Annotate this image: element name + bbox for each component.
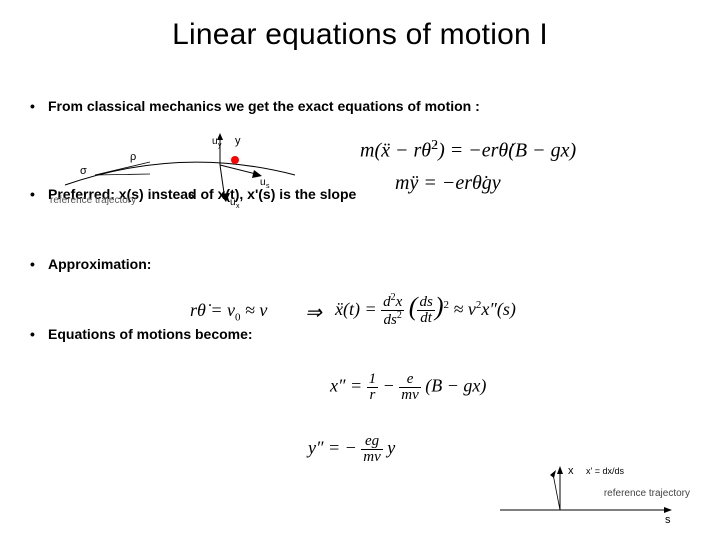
ref-diagram: x x' = dx/ds s reference trajectory — [490, 460, 690, 530]
bullet-marker: • — [30, 256, 48, 272]
bullet-3: • Approximation: — [30, 256, 690, 272]
uy-label: u — [212, 136, 218, 147]
coord-diagram-svg: y uy us ux σ ρ s — [60, 130, 310, 220]
bullet-3-text: Approximation: — [48, 256, 690, 272]
refdiag-s-label: s — [665, 514, 671, 526]
refdiag-x-label: x — [568, 465, 574, 477]
bullet-marker: • — [30, 98, 48, 114]
refdiag-deriv-label: x' = dx/ds — [586, 466, 624, 476]
y-label: y — [235, 135, 241, 147]
svg-text:s: s — [266, 183, 270, 190]
arrow-icon: ⇒ — [305, 300, 322, 325]
bullet-marker: • — [30, 186, 48, 202]
slide-title: Linear equations of motion I — [0, 0, 720, 52]
rho-label: ρ — [130, 151, 136, 163]
particle-dot — [231, 156, 239, 164]
eq-result-y: y″ = − egmv y — [308, 434, 395, 465]
bullet-4-text: Equations of motions become: — [48, 326, 690, 342]
bullet-1: • From classical mechanics we get the ex… — [30, 98, 690, 114]
eq-motion-y: mÿ = −erθ̇gy — [395, 172, 501, 195]
bullet-marker: • — [30, 326, 48, 342]
ux-label: u — [230, 197, 236, 208]
sigma-label: σ — [80, 165, 87, 177]
eq-motion-x: m(ẍ − rθ̇2) = −erθ̇(B − gx) — [360, 138, 576, 163]
slide: Linear equations of motion I • From clas… — [0, 0, 720, 540]
bullet-1-text: From classical mechanics we get the exac… — [48, 98, 690, 114]
refdiag-ref-label: reference trajectory — [604, 488, 690, 499]
eq-result-x: x″ = 1r − emv (B − gx) — [330, 372, 486, 403]
s-label: s — [188, 189, 194, 201]
svg-text:y: y — [218, 142, 222, 149]
us-label: u — [260, 177, 266, 188]
bullet-4: • Equations of motions become: — [30, 326, 690, 342]
eq-approx-right: ẍ(t) = d2x ds2 ( dsdt )2 ≈ v2x″(s) — [335, 292, 516, 328]
coord-diagram: y uy us ux σ ρ s reference trajectory — [60, 130, 310, 210]
eq-approx-left: rθ̇ = v0 ≈ v — [190, 300, 267, 324]
ref-traj-label: reference trajectory — [50, 195, 136, 206]
svg-text:x: x — [236, 203, 240, 210]
